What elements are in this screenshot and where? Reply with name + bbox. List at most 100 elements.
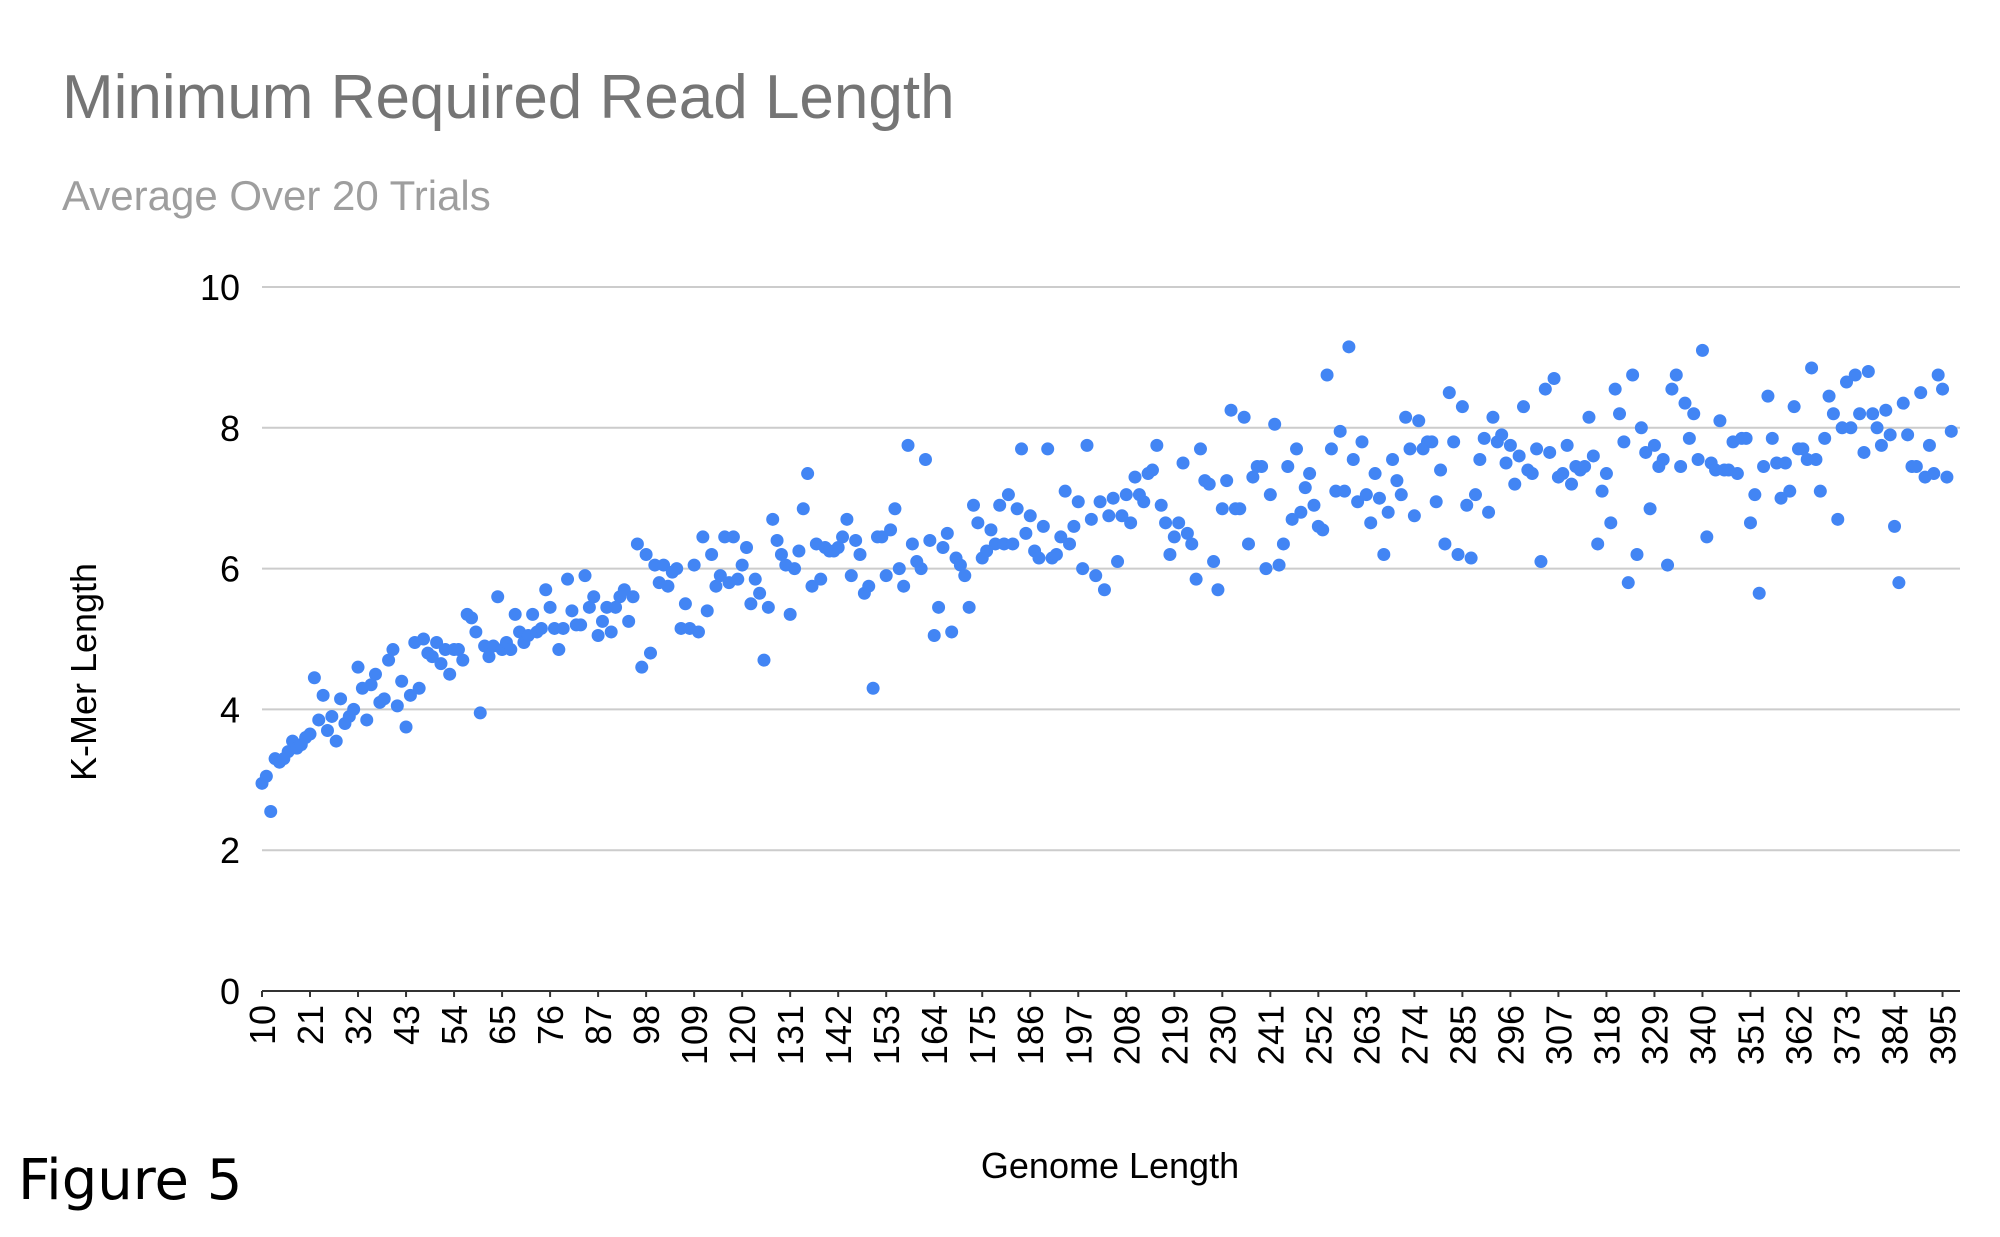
y-axis-ticks: 0 2 4 6 8 10: [200, 267, 240, 1012]
data-point: [1757, 460, 1771, 474]
data-point: [307, 671, 321, 685]
data-point: [316, 688, 330, 702]
data-point: [622, 614, 636, 628]
data-point: [1682, 431, 1696, 445]
x-tick-label: 230: [1202, 1005, 1243, 1065]
data-points: [255, 340, 1958, 818]
data-point: [1626, 368, 1640, 382]
data-point: [875, 530, 889, 544]
data-point: [766, 512, 780, 526]
data-point: [1372, 491, 1386, 505]
data-point: [1499, 456, 1513, 470]
data-point: [888, 502, 902, 516]
data-point: [1320, 368, 1334, 382]
data-point: [1647, 438, 1661, 452]
data-point: [508, 607, 522, 621]
x-tick-label: 87: [578, 1005, 619, 1045]
data-point: [927, 628, 941, 642]
data-point: [1412, 414, 1426, 428]
figure-label: Figure 5: [18, 1148, 243, 1213]
data-point: [1015, 442, 1029, 456]
data-point: [670, 562, 684, 576]
data-point: [783, 607, 797, 621]
data-point: [840, 512, 854, 526]
data-point: [1268, 417, 1282, 431]
data-point: [1054, 530, 1068, 544]
data-point: [639, 548, 653, 562]
data-point: [1172, 516, 1186, 530]
data-point: [1281, 460, 1295, 474]
data-point: [1241, 537, 1255, 551]
data-point: [1298, 481, 1312, 495]
data-point: [1176, 456, 1190, 470]
data-point: [1351, 495, 1365, 509]
data-point: [1067, 519, 1081, 533]
data-point: [1189, 572, 1203, 586]
data-point: [1796, 442, 1810, 456]
data-point: [1399, 410, 1413, 424]
data-point: [1700, 530, 1714, 544]
data-point: [1687, 407, 1701, 421]
data-point: [1565, 477, 1579, 491]
data-point: [1001, 488, 1015, 502]
x-tick-label: 197: [1058, 1005, 1099, 1065]
data-point: [1556, 467, 1570, 481]
data-point: [1883, 428, 1897, 442]
data-point: [1617, 435, 1631, 449]
data-point: [556, 621, 570, 635]
data-point: [1333, 424, 1347, 438]
data-point: [1272, 558, 1286, 572]
data-point: [1451, 548, 1465, 562]
data-point: [1831, 512, 1845, 526]
x-tick-label: 131: [770, 1005, 811, 1065]
x-tick-label: 340: [1682, 1005, 1723, 1065]
data-point: [1285, 512, 1299, 526]
data-point: [918, 452, 932, 466]
chart-subtitle: Average Over 20 Trials: [62, 172, 491, 219]
data-point: [1106, 491, 1120, 505]
x-tick-label: 252: [1298, 1005, 1339, 1065]
data-point: [1813, 484, 1827, 498]
data-point: [1538, 382, 1552, 396]
data-point: [713, 569, 727, 583]
data-point: [1023, 509, 1037, 523]
data-point: [1761, 389, 1775, 403]
data-point: [451, 643, 465, 657]
data-point: [1844, 421, 1858, 435]
data-point: [1656, 452, 1670, 466]
data-point: [1591, 537, 1605, 551]
data-point: [360, 713, 374, 727]
x-tick-label: 98: [626, 1005, 667, 1045]
data-point: [1089, 569, 1103, 583]
x-tick-label: 21: [290, 1005, 331, 1045]
x-tick-label: 10: [242, 1005, 283, 1045]
data-point: [1346, 452, 1360, 466]
data-point: [1006, 537, 1020, 551]
data-point: [971, 516, 985, 530]
y-tick-label: 2: [220, 830, 240, 871]
data-point: [456, 653, 470, 667]
data-point: [526, 607, 540, 621]
x-tick-label: 318: [1586, 1005, 1627, 1065]
data-point: [932, 600, 946, 614]
data-point: [980, 544, 994, 558]
data-point: [1364, 516, 1378, 530]
x-tick-label: 54: [434, 1005, 475, 1045]
data-point: [836, 530, 850, 544]
data-point: [940, 526, 954, 540]
data-point: [1455, 400, 1469, 414]
data-point: [552, 643, 566, 657]
data-point: [1783, 484, 1797, 498]
data-point: [862, 579, 876, 593]
x-tick-label: 208: [1106, 1005, 1147, 1065]
data-point: [770, 533, 784, 547]
data-point: [692, 625, 706, 639]
data-point: [1276, 537, 1290, 551]
data-point: [1294, 505, 1308, 519]
data-point: [774, 548, 788, 562]
data-point: [1765, 431, 1779, 445]
data-point: [1468, 488, 1482, 502]
data-point: [1473, 452, 1487, 466]
data-point: [1036, 519, 1050, 533]
data-point: [1359, 488, 1373, 502]
